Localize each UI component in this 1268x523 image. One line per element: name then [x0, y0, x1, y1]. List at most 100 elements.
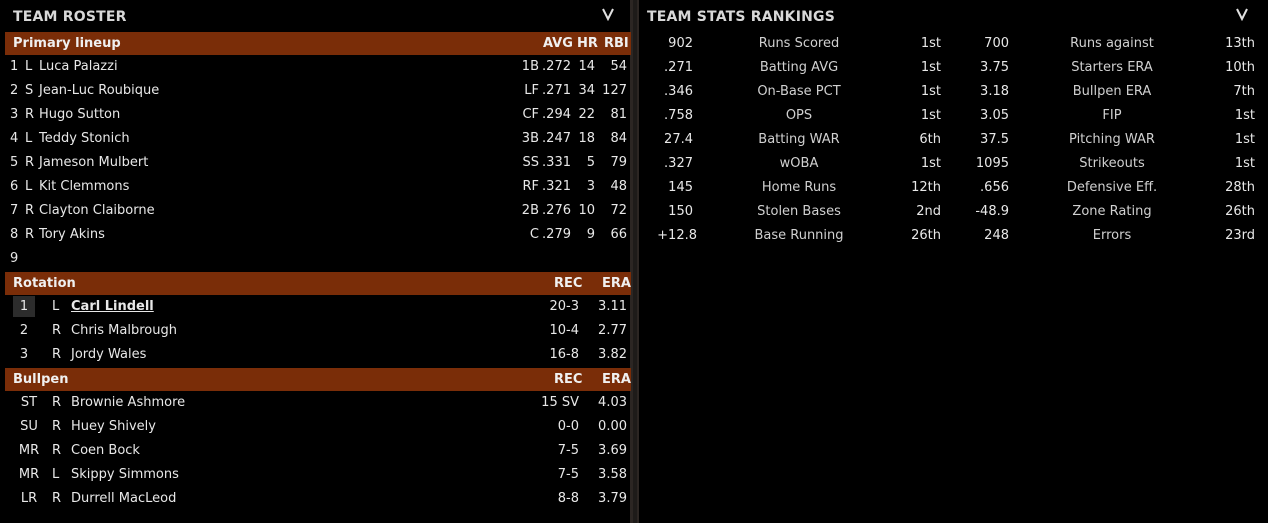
batting-order: 2	[10, 83, 19, 98]
position: C	[529, 227, 539, 242]
batting-order: 1	[10, 59, 19, 74]
offense-rank: 1st	[920, 156, 941, 171]
rotation-section-header: Rotation REC ERA	[5, 272, 631, 295]
era-value: 2.77	[598, 323, 627, 338]
throw-hand: R	[52, 347, 62, 362]
stats-row: 27.4 Batting WAR 6th 37.5 Pitching WAR 1…	[639, 128, 1268, 152]
player-name[interactable]: Teddy Stonich	[39, 131, 130, 146]
offense-stat-label: Runs Scored	[758, 36, 840, 51]
stats-row: .758 OPS 1st 3.05 FIP 1st	[639, 104, 1268, 128]
batting-order: 6	[10, 179, 19, 194]
bullpen-row[interactable]: MR R Coen Bock 7-5 3.69	[5, 439, 631, 463]
bat-hand: S	[25, 83, 34, 98]
rbi-value: 81	[610, 107, 627, 122]
rotation-row[interactable]: 3 R Jordy Wales 16-8 3.82	[5, 343, 631, 367]
avg-column-header[interactable]: AVG	[543, 36, 573, 51]
pitching-stat-label: Pitching WAR	[1069, 132, 1155, 147]
lineup-row[interactable]: 4 L Teddy Stonich 3B .247 18 84	[5, 127, 631, 151]
rec-column-header[interactable]: REC	[554, 276, 583, 291]
avg-value: .279	[542, 227, 571, 242]
pitcher-name[interactable]: Carl Lindell	[71, 299, 154, 314]
player-name[interactable]: Tory Akins	[39, 227, 105, 242]
pitcher-name[interactable]: Chris Malbrough	[71, 323, 177, 338]
bat-hand: L	[25, 131, 33, 146]
rbi-value: 66	[610, 227, 627, 242]
position: LF	[524, 83, 539, 98]
position: 1B	[521, 59, 539, 74]
player-name[interactable]: Jameson Mulbert	[39, 155, 149, 170]
rotation-row-selected[interactable]: 1 L Carl Lindell 20-3 3.11	[5, 295, 631, 319]
pitcher-name[interactable]: Brownie Ashmore	[71, 395, 186, 410]
lineup-row-empty[interactable]: 9	[5, 247, 631, 271]
avg-value: .276	[542, 203, 571, 218]
lineup-row[interactable]: 6 L Kit Clemmons RF .321 3 48	[5, 175, 631, 199]
lineup-row[interactable]: 1 L Luca Palazzi 1B .272 14 54	[5, 55, 631, 79]
bullpen-role: LR	[20, 491, 38, 506]
stats-row: .271 Batting AVG 1st 3.75 Starters ERA 1…	[639, 56, 1268, 80]
player-name[interactable]: Jean-Luc Roubique	[39, 83, 160, 98]
rotation-slot: 3	[19, 347, 29, 362]
hr-value: 9	[586, 227, 595, 242]
pitching-stat-label: Zone Rating	[1072, 204, 1152, 219]
pitching-value: 3.18	[980, 84, 1009, 99]
player-name[interactable]: Luca Palazzi	[39, 59, 118, 74]
pitching-value: 248	[984, 228, 1009, 243]
offense-value: 902	[668, 36, 693, 51]
throw-hand: R	[52, 491, 62, 506]
bullpen-row[interactable]: SU R Huey Shively 0-0 0.00	[5, 415, 631, 439]
pitching-rank: 10th	[1225, 60, 1255, 75]
bullpen-section-label: Bullpen	[13, 372, 69, 387]
lineup-row[interactable]: 2 S Jean-Luc Roubique LF .271 34 127	[5, 79, 631, 103]
rotation-row[interactable]: 2 R Chris Malbrough 10-4 2.77	[5, 319, 631, 343]
chevron-down-icon[interactable]	[600, 7, 616, 21]
rec-column-header[interactable]: REC	[554, 372, 583, 387]
chevron-down-icon[interactable]	[1234, 7, 1250, 21]
offense-rank: 1st	[920, 108, 941, 123]
hr-value: 10	[578, 203, 595, 218]
pitcher-name[interactable]: Skippy Simmons	[71, 467, 179, 482]
stats-row: +12.8 Base Running 26th 248 Errors 23rd	[639, 224, 1268, 248]
avg-value: .331	[542, 155, 571, 170]
rec-value: 15 SV	[541, 395, 579, 410]
pitcher-name[interactable]: Durrell MacLeod	[71, 491, 177, 506]
pitching-stat-label: FIP	[1102, 108, 1122, 123]
pitching-value: 37.5	[980, 132, 1009, 147]
offense-value: .758	[664, 108, 693, 123]
pitcher-name[interactable]: Jordy Wales	[71, 347, 147, 362]
selection-highlight	[13, 296, 35, 317]
throw-hand: R	[52, 419, 62, 434]
lineup-row[interactable]: 7 R Clayton Claiborne 2B .276 10 72	[5, 199, 631, 223]
offense-rank: 1st	[920, 84, 941, 99]
pitching-stat-label: Runs against	[1070, 36, 1154, 51]
batting-order: 4	[10, 131, 19, 146]
rbi-value: 127	[602, 83, 627, 98]
bullpen-row[interactable]: MR L Skippy Simmons 7-5 3.58	[5, 463, 631, 487]
offense-stat-label: Home Runs	[761, 180, 837, 195]
bullpen-row[interactable]: LR R Durrell MacLeod 8-8 3.79	[5, 487, 631, 511]
position: 3B	[521, 131, 539, 146]
player-name[interactable]: Clayton Claiborne	[39, 203, 155, 218]
pitcher-name[interactable]: Coen Bock	[71, 443, 140, 458]
rec-value: 10-4	[549, 323, 579, 338]
rbi-column-header[interactable]: RBI	[604, 36, 629, 51]
bullpen-row[interactable]: ST R Brownie Ashmore 15 SV 4.03	[5, 391, 631, 415]
team-roster-title: TEAM ROSTER	[13, 9, 127, 25]
hr-column-header[interactable]: HR	[577, 36, 598, 51]
era-value: 3.11	[598, 299, 627, 314]
offense-value: .327	[664, 156, 693, 171]
player-name[interactable]: Kit Clemmons	[39, 179, 130, 194]
lineup-row[interactable]: 8 R Tory Akins C .279 9 66	[5, 223, 631, 247]
player-name[interactable]: Hugo Sutton	[39, 107, 121, 122]
pitcher-name[interactable]: Huey Shively	[71, 419, 156, 434]
bullpen-role: MR	[18, 443, 40, 458]
era-column-header[interactable]: ERA	[602, 372, 631, 387]
offense-rank: 6th	[919, 132, 941, 147]
rec-value: 8-8	[557, 491, 579, 506]
era-column-header[interactable]: ERA	[602, 276, 631, 291]
avg-value: .272	[542, 59, 571, 74]
bat-hand: R	[25, 203, 35, 218]
batting-order: 5	[10, 155, 19, 170]
lineup-row[interactable]: 5 R Jameson Mulbert SS .331 5 79	[5, 151, 631, 175]
lineup-row[interactable]: 3 R Hugo Sutton CF .294 22 81	[5, 103, 631, 127]
pitching-rank: 7th	[1233, 84, 1255, 99]
